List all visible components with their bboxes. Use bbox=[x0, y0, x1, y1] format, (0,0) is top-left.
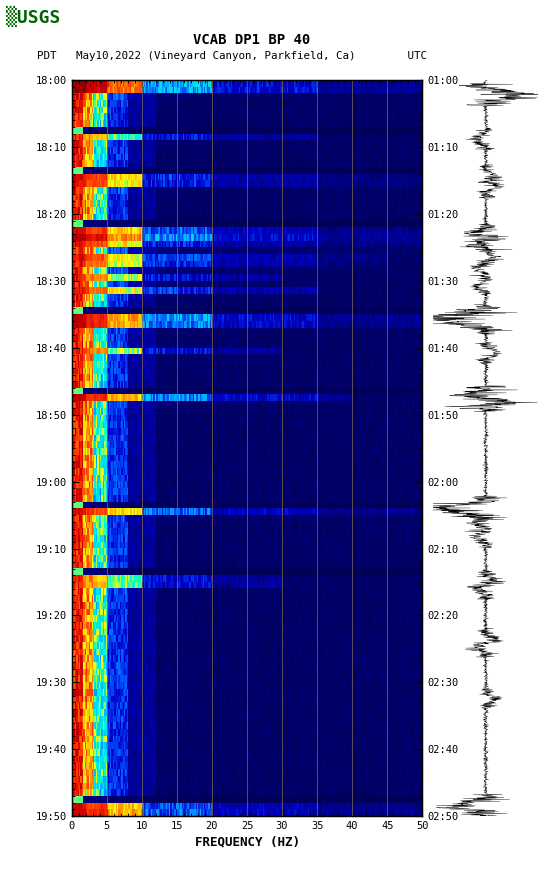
Text: ▒USGS: ▒USGS bbox=[6, 6, 60, 28]
Text: VCAB DP1 BP 40: VCAB DP1 BP 40 bbox=[193, 33, 310, 47]
Text: PDT   May10,2022 (Vineyard Canyon, Parkfield, Ca)        UTC: PDT May10,2022 (Vineyard Canyon, Parkfie… bbox=[37, 51, 427, 62]
X-axis label: FREQUENCY (HZ): FREQUENCY (HZ) bbox=[194, 835, 300, 848]
